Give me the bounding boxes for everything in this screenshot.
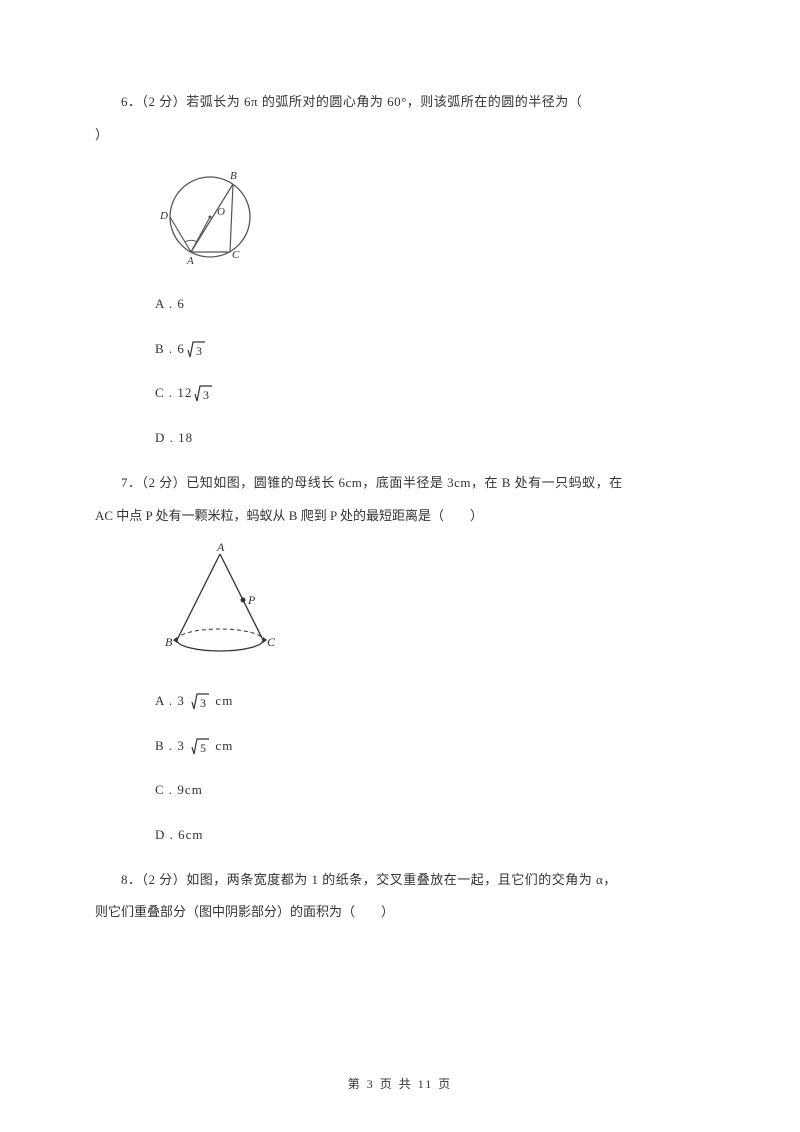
svg-text:O: O [217, 206, 225, 218]
q6-option-a: A . 6 [155, 292, 705, 317]
sqrt-icon: 3 [191, 693, 211, 711]
svg-text:3: 3 [196, 344, 203, 358]
q6-option-b: B . 6 3 [155, 337, 705, 362]
svg-text:3: 3 [200, 696, 207, 710]
svg-text:3: 3 [203, 388, 210, 402]
q6-option-c-prefix: C . 12 [155, 385, 192, 400]
svg-text:B: B [230, 170, 237, 182]
q7-option-b: B . 3 5 cm [155, 734, 705, 759]
q7-option-a: A . 3 3 cm [155, 689, 705, 714]
q6-option-c: C . 12 3 [155, 381, 705, 406]
q8-stem: 8．（2 分）如图，两条宽度都为 1 的纸条，交叉重叠放在一起，且它们的交角为 … [95, 868, 705, 893]
svg-text:D: D [159, 210, 168, 222]
svg-text:A: A [186, 255, 194, 265]
q6-option-b-prefix: B . 6 [155, 341, 185, 356]
q7-stem2: AC 中点 P 处有一颗米粒，蚂蚁从 B 爬到 P 处的最短距离是（ ） [95, 504, 705, 529]
q7-option-c: C . 9cm [155, 778, 705, 803]
svg-text:C: C [267, 635, 276, 649]
q7-option-b-prefix: B . 3 [155, 738, 189, 753]
svg-text:C: C [232, 249, 240, 261]
q6-figure: B O D A C [155, 165, 705, 274]
svg-text:P: P [247, 593, 256, 607]
svg-text:A: A [216, 542, 225, 554]
sqrt-icon: 3 [187, 341, 207, 359]
page-footer: 第 3 页 共 11 页 [0, 1073, 800, 1096]
q6-stem: 6．（2 分）若弧长为 6π 的弧所对的圆心角为 60°，则该弧所在的圆的半径为… [95, 90, 705, 115]
q7-stem: 7．（2 分）已知如图，圆锥的母线长 6cm，底面半径是 3cm，在 B 处有一… [95, 471, 705, 496]
svg-text:5: 5 [200, 741, 207, 755]
q6-option-d: D . 18 [155, 426, 705, 451]
q6-stem-tail: ） [95, 123, 705, 148]
q7-option-b-suffix: cm [211, 738, 233, 753]
svg-text:B: B [165, 635, 173, 649]
q7-option-d: D . 6cm [155, 823, 705, 848]
q7-option-a-prefix: A . 3 [155, 693, 189, 708]
q8-stem2: 则它们重叠部分（图中阴影部分）的面积为（ ） [95, 900, 705, 925]
q7-figure: A P B C [155, 542, 705, 671]
sqrt-icon: 5 [191, 738, 211, 756]
q7-option-a-suffix: cm [211, 693, 233, 708]
sqrt-icon: 3 [194, 385, 214, 403]
